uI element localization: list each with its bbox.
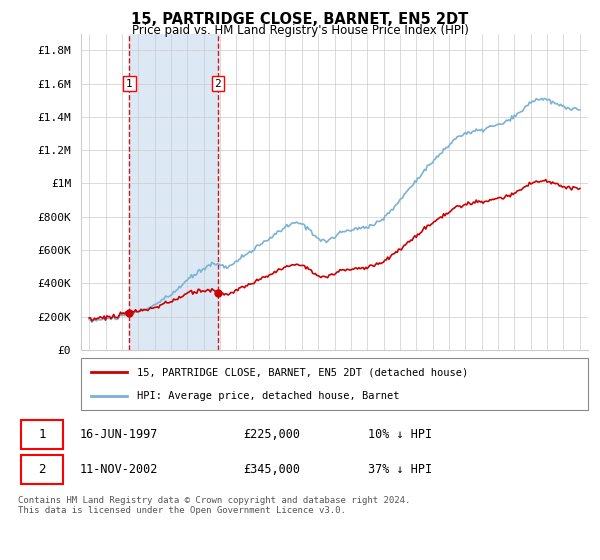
Text: 1: 1 bbox=[38, 428, 46, 441]
FancyBboxPatch shape bbox=[81, 358, 588, 410]
Text: Contains HM Land Registry data © Crown copyright and database right 2024.
This d: Contains HM Land Registry data © Crown c… bbox=[18, 496, 410, 515]
Bar bbox=[130, 34, 218, 350]
Text: 10% ↓ HPI: 10% ↓ HPI bbox=[368, 428, 432, 441]
FancyBboxPatch shape bbox=[21, 420, 63, 449]
Text: 15, PARTRIDGE CLOSE, BARNET, EN5 2DT (detached house): 15, PARTRIDGE CLOSE, BARNET, EN5 2DT (de… bbox=[137, 367, 468, 377]
Text: Price paid vs. HM Land Registry's House Price Index (HPI): Price paid vs. HM Land Registry's House … bbox=[131, 24, 469, 36]
Text: 16-JUN-1997: 16-JUN-1997 bbox=[80, 428, 158, 441]
Text: 1: 1 bbox=[126, 78, 133, 88]
Text: HPI: Average price, detached house, Barnet: HPI: Average price, detached house, Barn… bbox=[137, 391, 399, 401]
Text: 2: 2 bbox=[214, 78, 221, 88]
Text: 2: 2 bbox=[38, 463, 46, 476]
Text: 37% ↓ HPI: 37% ↓ HPI bbox=[368, 463, 432, 476]
Text: £225,000: £225,000 bbox=[244, 428, 301, 441]
Text: 15, PARTRIDGE CLOSE, BARNET, EN5 2DT: 15, PARTRIDGE CLOSE, BARNET, EN5 2DT bbox=[131, 12, 469, 27]
Text: 11-NOV-2002: 11-NOV-2002 bbox=[80, 463, 158, 476]
Text: £345,000: £345,000 bbox=[244, 463, 301, 476]
FancyBboxPatch shape bbox=[21, 455, 63, 484]
